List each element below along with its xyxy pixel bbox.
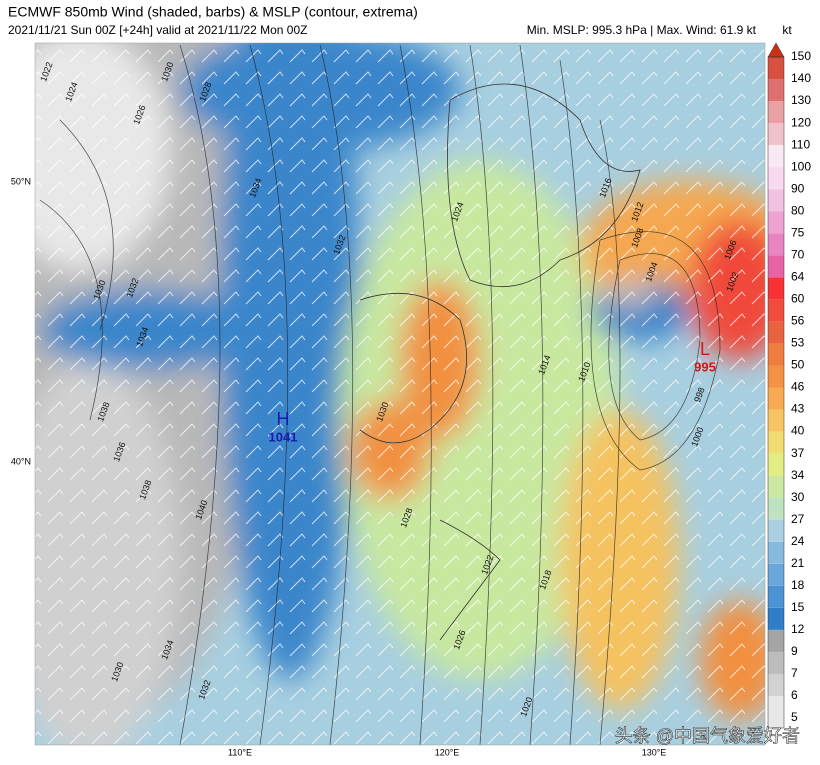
colorbar-segment bbox=[768, 431, 784, 454]
colorbar-label: 56 bbox=[791, 314, 805, 328]
colorbar-arrow bbox=[767, 42, 785, 58]
colorbar-label: 6 bbox=[791, 688, 798, 702]
colorbar-segment bbox=[768, 651, 784, 674]
colorbar-label: 60 bbox=[791, 292, 805, 306]
colorbar-segment bbox=[768, 79, 784, 102]
title: ECMWF 850mb Wind (shaded, barbs) & MSLP … bbox=[8, 4, 418, 20]
colorbar-label: 37 bbox=[791, 446, 805, 460]
colorbar-label: 80 bbox=[791, 203, 805, 217]
colorbar-label: 90 bbox=[791, 181, 805, 195]
colorbar-segment bbox=[768, 695, 784, 718]
colorbar-label: 150 bbox=[791, 49, 811, 63]
colorbar-segment bbox=[768, 673, 784, 696]
colorbar-segment bbox=[768, 167, 784, 190]
map-field bbox=[35, 43, 765, 745]
colorbar-label: 9 bbox=[791, 644, 798, 658]
colorbar-label: 40 bbox=[791, 424, 805, 438]
watermark: 头条 @中国气象爱好者 bbox=[615, 726, 800, 746]
colorbar-segment bbox=[768, 211, 784, 234]
colorbar-label: 120 bbox=[791, 115, 811, 129]
colorbar-label: 53 bbox=[791, 336, 805, 350]
colorbar-segment bbox=[768, 343, 784, 366]
colorbar-frame bbox=[767, 56, 785, 729]
colorbar-segment bbox=[768, 519, 784, 542]
colorbar-segment bbox=[768, 57, 784, 80]
center-value: 1041 bbox=[269, 429, 298, 444]
colorbar-label: 140 bbox=[791, 71, 811, 85]
lat-label: 40°N bbox=[11, 456, 31, 466]
colorbar-label: 130 bbox=[791, 93, 811, 107]
colorbar-unit: kt bbox=[782, 23, 792, 37]
colorbar-segment bbox=[768, 475, 784, 498]
colorbar-label: 46 bbox=[791, 380, 805, 394]
center-symbol: L bbox=[700, 339, 710, 359]
colorbar-label: 15 bbox=[791, 600, 805, 614]
colorbar-label: 70 bbox=[791, 247, 805, 261]
colorbar-bottom bbox=[768, 718, 784, 728]
colorbar-label: 24 bbox=[791, 534, 805, 548]
center-value: 995 bbox=[694, 359, 716, 374]
colorbar-label: 50 bbox=[791, 358, 805, 372]
colorbar-label: 5 bbox=[791, 710, 798, 724]
colorbar-label: 21 bbox=[791, 556, 805, 570]
center-symbol: H bbox=[277, 409, 290, 429]
colorbar-segment bbox=[768, 541, 784, 564]
lon-label: 120°E bbox=[435, 747, 460, 757]
colorbar-segment bbox=[768, 145, 784, 168]
colorbar-segment bbox=[768, 277, 784, 300]
colorbar-segment bbox=[768, 629, 784, 652]
colorbar-segment bbox=[768, 365, 784, 388]
colorbar-segment bbox=[768, 321, 784, 344]
colorbar-label: 64 bbox=[791, 270, 805, 284]
subtitle: 2021/11/21 Sun 00Z [+24h] valid at 2021/… bbox=[8, 23, 307, 37]
colorbar-label: 18 bbox=[791, 578, 805, 592]
colorbar-segment bbox=[768, 563, 784, 586]
colorbar-label: 7 bbox=[791, 666, 798, 680]
colorbar-segment bbox=[768, 233, 784, 256]
stats: Min. MSLP: 995.3 hPa | Max. Wind: 61.9 k… bbox=[527, 23, 757, 37]
colorbar-label: 12 bbox=[791, 622, 805, 636]
colorbar-segment bbox=[768, 101, 784, 124]
colorbar-segment bbox=[768, 123, 784, 146]
colorbar-segment bbox=[768, 299, 784, 322]
colorbar-label: 110 bbox=[791, 137, 810, 151]
lat-label: 50°N bbox=[11, 176, 31, 186]
colorbar-segment bbox=[768, 409, 784, 432]
colorbar-segment bbox=[768, 189, 784, 212]
lon-label: 110°E bbox=[228, 747, 252, 757]
colorbar-label: 43 bbox=[791, 402, 805, 416]
colorbar-label: 34 bbox=[791, 468, 805, 482]
contour-label: 998 bbox=[692, 386, 707, 404]
colorbar-label: 75 bbox=[791, 225, 805, 239]
colorbar-segment bbox=[768, 453, 784, 476]
colorbar-label: 30 bbox=[791, 490, 805, 504]
colorbar-label: 100 bbox=[791, 159, 811, 173]
colorbar-segment bbox=[768, 255, 784, 278]
colorbar-segment bbox=[768, 607, 784, 630]
colorbar-segment bbox=[768, 585, 784, 608]
colorbar-label: 27 bbox=[791, 512, 805, 526]
colorbar-segment bbox=[768, 497, 784, 520]
colorbar-segment bbox=[768, 387, 784, 410]
lon-label: 130°E bbox=[642, 747, 667, 757]
